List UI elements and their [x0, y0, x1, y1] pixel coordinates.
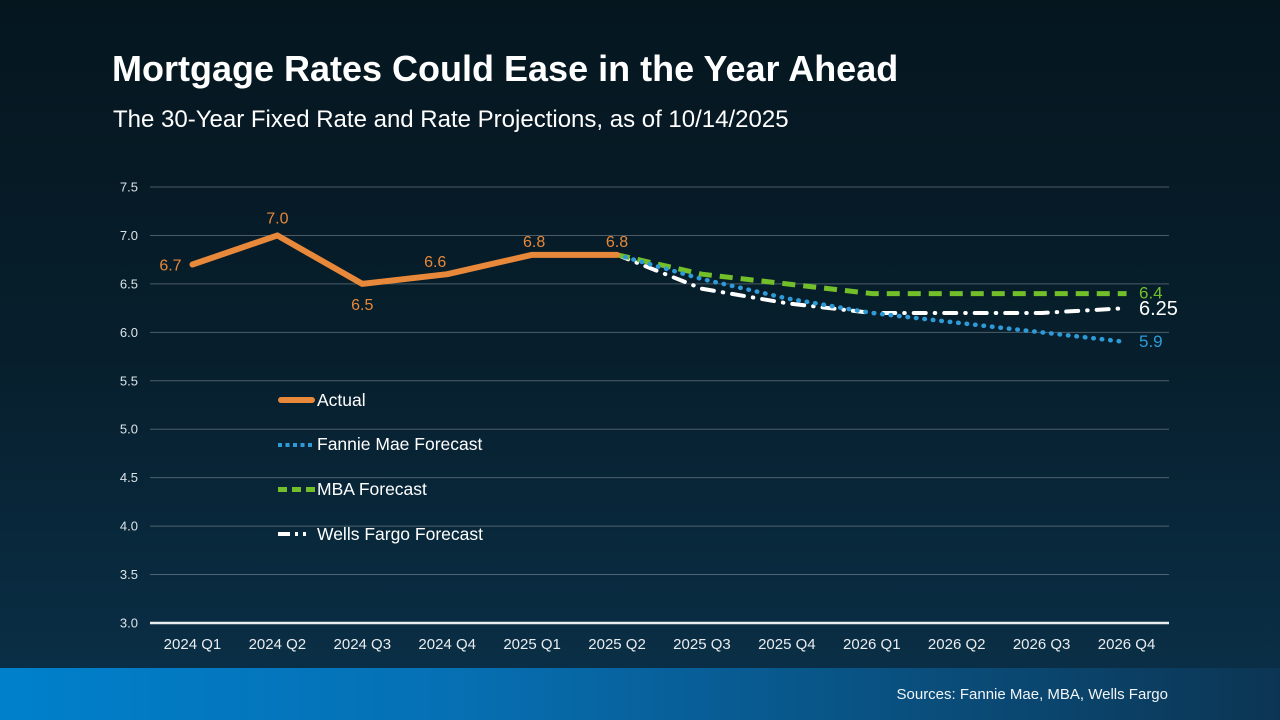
legend-label-actual: Actual	[317, 389, 366, 410]
x-tick-label: 2025 Q2	[588, 636, 646, 653]
footer-bar: Sources: Fannie Mae, MBA, Wells Fargo	[0, 668, 1280, 720]
series-line-fannie-mae-forecast	[614, 252, 1129, 345]
x-tick-label: 2024 Q2	[249, 636, 307, 653]
y-tick-label: 6.5	[120, 276, 138, 291]
y-tick-label: 7.5	[120, 180, 138, 195]
legend-item-fannie-mae: Fannie Mae Forecast	[278, 423, 483, 468]
actual-point-label: 6.8	[606, 234, 628, 251]
actual-point-label: 6.5	[351, 297, 373, 314]
legend-label-fannie-mae: Fannie Mae Forecast	[317, 434, 483, 455]
actual-point-label: 6.8	[523, 234, 545, 251]
y-tick-label: 5.5	[120, 373, 138, 388]
actual-point-label: 6.6	[424, 254, 446, 271]
legend-item-wells-fargo: Wells Fargo Forecast	[278, 512, 483, 557]
end-value-label: 6.25	[1139, 298, 1178, 320]
x-tick-label: 2025 Q1	[503, 636, 561, 653]
series-line-mba-forecast	[616, 252, 1127, 297]
x-tick-label: 2024 Q1	[164, 636, 222, 653]
y-tick-label: 6.0	[120, 325, 138, 340]
page-subtitle: The 30-Year Fixed Rate and Rate Projecti…	[113, 106, 789, 133]
mba-line-swatch-icon	[278, 486, 315, 492]
x-tick-label: 2024 Q4	[418, 636, 476, 653]
actual-point-label: 6.7	[159, 258, 181, 275]
x-tick-label: 2026 Q3	[1013, 636, 1071, 653]
x-tick-label: 2026 Q1	[843, 636, 901, 653]
legend-label-wells-fargo: Wells Fargo Forecast	[317, 523, 483, 544]
actual-point-label: 7.0	[266, 210, 288, 227]
x-tick-label: 2025 Q3	[673, 636, 731, 653]
series-line-actual	[189, 232, 621, 287]
legend-item-mba: MBA Forecast	[278, 467, 483, 512]
y-tick-label: 3.0	[120, 616, 138, 631]
y-tick-label: 3.5	[120, 567, 138, 582]
legend-label-mba: MBA Forecast	[317, 478, 427, 499]
y-tick-label: 4.5	[120, 470, 138, 485]
y-tick-label: 4.0	[120, 519, 138, 534]
legend-item-actual: Actual	[278, 378, 483, 423]
end-value-label: 6.4	[1139, 284, 1163, 303]
end-value-label: 5.9	[1139, 332, 1163, 351]
y-tick-label: 5.0	[120, 422, 138, 437]
sources-text: Sources: Fannie Mae, MBA, Wells Fargo	[896, 685, 1169, 703]
y-tick-label: 7.0	[120, 228, 138, 243]
x-tick-label: 2025 Q4	[758, 636, 816, 653]
x-tick-label: 2026 Q4	[1098, 636, 1156, 653]
fannie-mae-line-swatch-icon	[278, 442, 315, 447]
x-tick-label: 2024 Q3	[334, 636, 392, 653]
wells-fargo-line-swatch-icon	[278, 532, 315, 537]
page-title: Mortgage Rates Could Ease in the Year Ah…	[112, 48, 899, 89]
chart-legend: Actual Fannie Mae Forecast MBA Forecast …	[278, 378, 483, 556]
x-tick-label: 2026 Q2	[928, 636, 986, 653]
actual-line-swatch-icon	[278, 397, 315, 404]
